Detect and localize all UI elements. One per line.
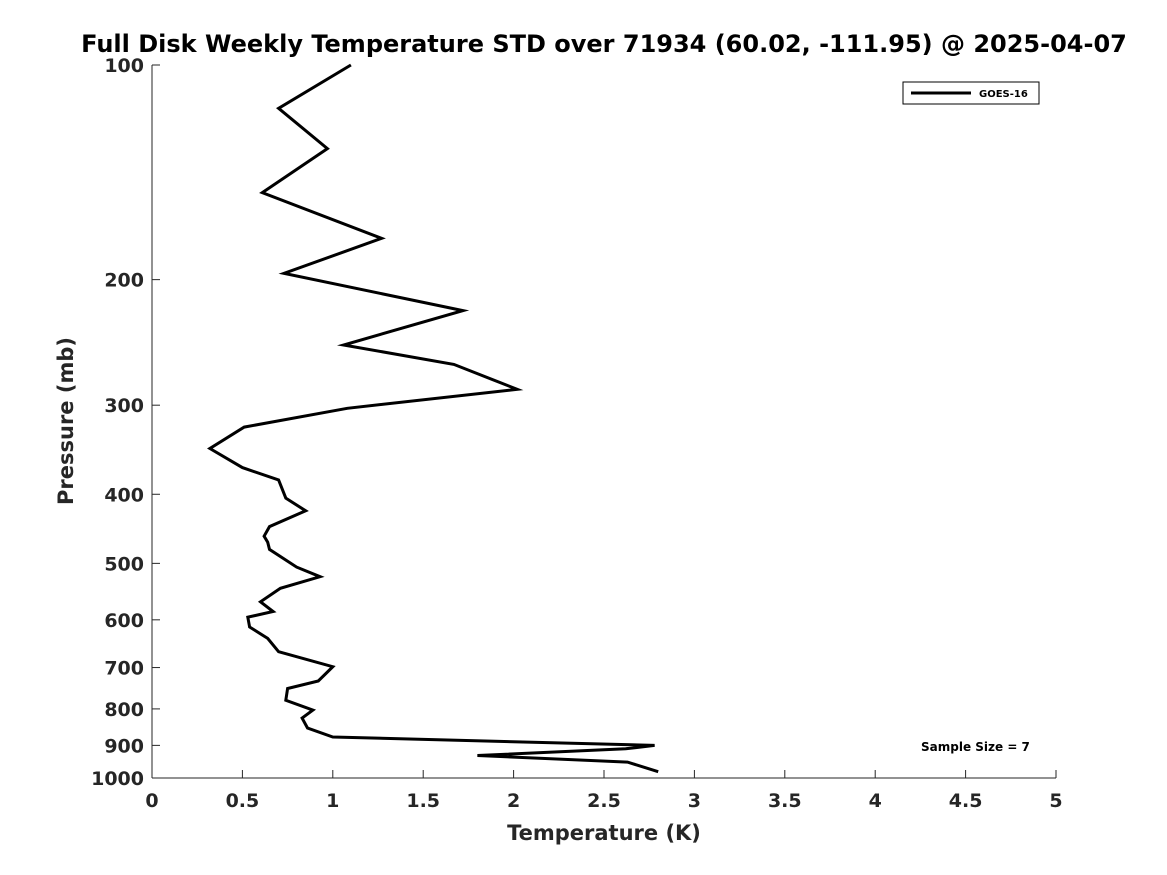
x-tick-label: 2.5 [587,790,621,812]
x-tick-label: 1.5 [406,790,440,812]
axes: 0 0.5 1 1.5 2 2.5 3 3.5 4 4.5 5 100 200 300 400 500 600 7… [91,55,1063,812]
x-tick-label: 5 [1049,790,1062,812]
y-axis-label: Pressure (mb) [54,337,78,505]
y-tick-label: 700 [104,658,144,680]
x-tick-label: 2 [507,790,520,812]
x-tick-label: 3 [688,790,701,812]
x-tick-label: 3.5 [768,790,802,812]
y-tick-label: 600 [104,610,144,632]
x-tick-label: 0 [145,790,158,812]
x-tick-label: 4 [869,790,882,812]
x-axis-label: Temperature (K) [507,821,701,845]
y-tick-label: 400 [104,484,144,506]
y-tick-label: 900 [104,735,144,757]
series-line-goes-16 [207,63,659,774]
y-tick-label: 800 [104,699,144,721]
y-tick-label: 100 [104,55,144,77]
x-tick-label: 1 [326,790,339,812]
y-tick-label: 300 [104,395,144,417]
y-tick-label: 500 [104,553,144,575]
legend: GOES-16 [902,81,1040,105]
sample-size-annotation: Sample Size = 7 [921,740,1030,754]
x-tick-label: 4.5 [949,790,983,812]
y-tick-label: 200 [104,270,144,292]
chart-title: Full Disk Weekly Temperature STD over 71… [81,30,1127,58]
y-tick-label: 1000 [91,768,144,790]
x-tick-label: 0.5 [226,790,260,812]
series-layer [207,63,659,774]
legend-label-goes-16: GOES-16 [979,89,1028,100]
